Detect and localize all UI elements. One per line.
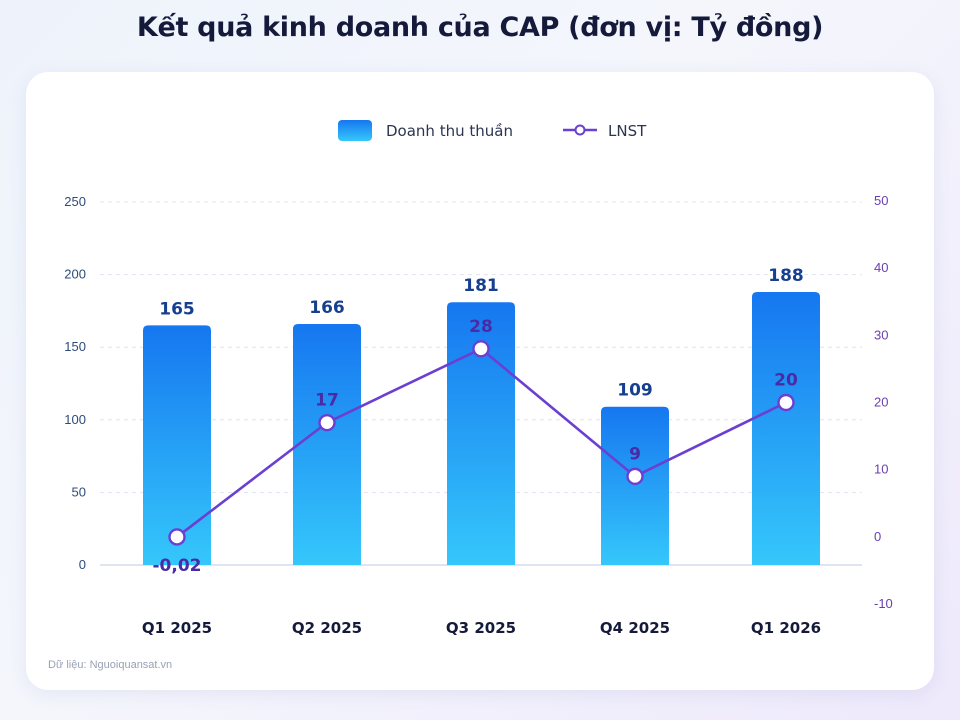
legend-bar-label: Doanh thu thuần xyxy=(386,122,513,140)
chart-title: Kết quả kinh doanh của CAP (đơn vị: Tỷ đ… xyxy=(136,12,824,43)
category-label: Q1 2025 xyxy=(142,619,212,637)
y-left-tick-label: 50 xyxy=(72,484,86,499)
y-right-tick-label: -10 xyxy=(874,596,893,611)
y-left-tick-label: 250 xyxy=(64,194,86,209)
source-note: Dữ liệu: Nguoiquansat.vn xyxy=(48,659,173,671)
bar-value-label: 181 xyxy=(463,276,499,296)
y-right-tick-label: 20 xyxy=(874,395,888,410)
lnst-point xyxy=(626,467,644,486)
category-label: Q3 2025 xyxy=(446,619,516,637)
bar-value-label: 165 xyxy=(159,299,195,319)
category-label: Q1 2026 xyxy=(751,619,821,637)
y-left-tick-label: 200 xyxy=(64,267,86,282)
lnst-value-label: 20 xyxy=(774,371,798,391)
bar-q1-2026 xyxy=(752,292,820,565)
bar-q3-2025 xyxy=(447,302,515,565)
lnst-value-label: -0,02 xyxy=(153,556,202,576)
lnst-point xyxy=(168,528,186,546)
lnst-value-label: 28 xyxy=(469,317,493,337)
lnst-value-label: 17 xyxy=(315,391,339,411)
y-right-tick-label: 50 xyxy=(874,193,888,208)
y-right-tick-label: 0 xyxy=(874,529,881,544)
category-label: Q2 2025 xyxy=(292,619,362,637)
lnst-point xyxy=(777,393,795,412)
category-label: Q4 2025 xyxy=(600,619,670,637)
y-left-tick-label: 150 xyxy=(64,339,86,354)
bar-q1-2025 xyxy=(143,325,211,565)
legend-line-label: LNST xyxy=(608,122,647,140)
y-right-tick-label: 40 xyxy=(874,260,888,275)
lnst-value-label: 9 xyxy=(629,444,641,464)
y-right-tick-label: 30 xyxy=(874,327,888,342)
bar-q4-2025 xyxy=(601,406,669,565)
bar-value-label: 166 xyxy=(309,298,345,318)
y-right-tick-label: 10 xyxy=(874,462,888,477)
bar-value-label: 109 xyxy=(617,381,653,401)
lnst-point xyxy=(318,413,336,432)
bar-q2-2025 xyxy=(293,323,361,565)
legend-bar-swatch xyxy=(338,120,372,141)
legend-line-marker xyxy=(574,124,586,136)
lnst-point xyxy=(472,340,490,358)
y-left-tick-label: 0 xyxy=(79,557,86,572)
y-left-tick-label: 100 xyxy=(64,412,86,427)
bar-value-label: 188 xyxy=(768,266,804,286)
